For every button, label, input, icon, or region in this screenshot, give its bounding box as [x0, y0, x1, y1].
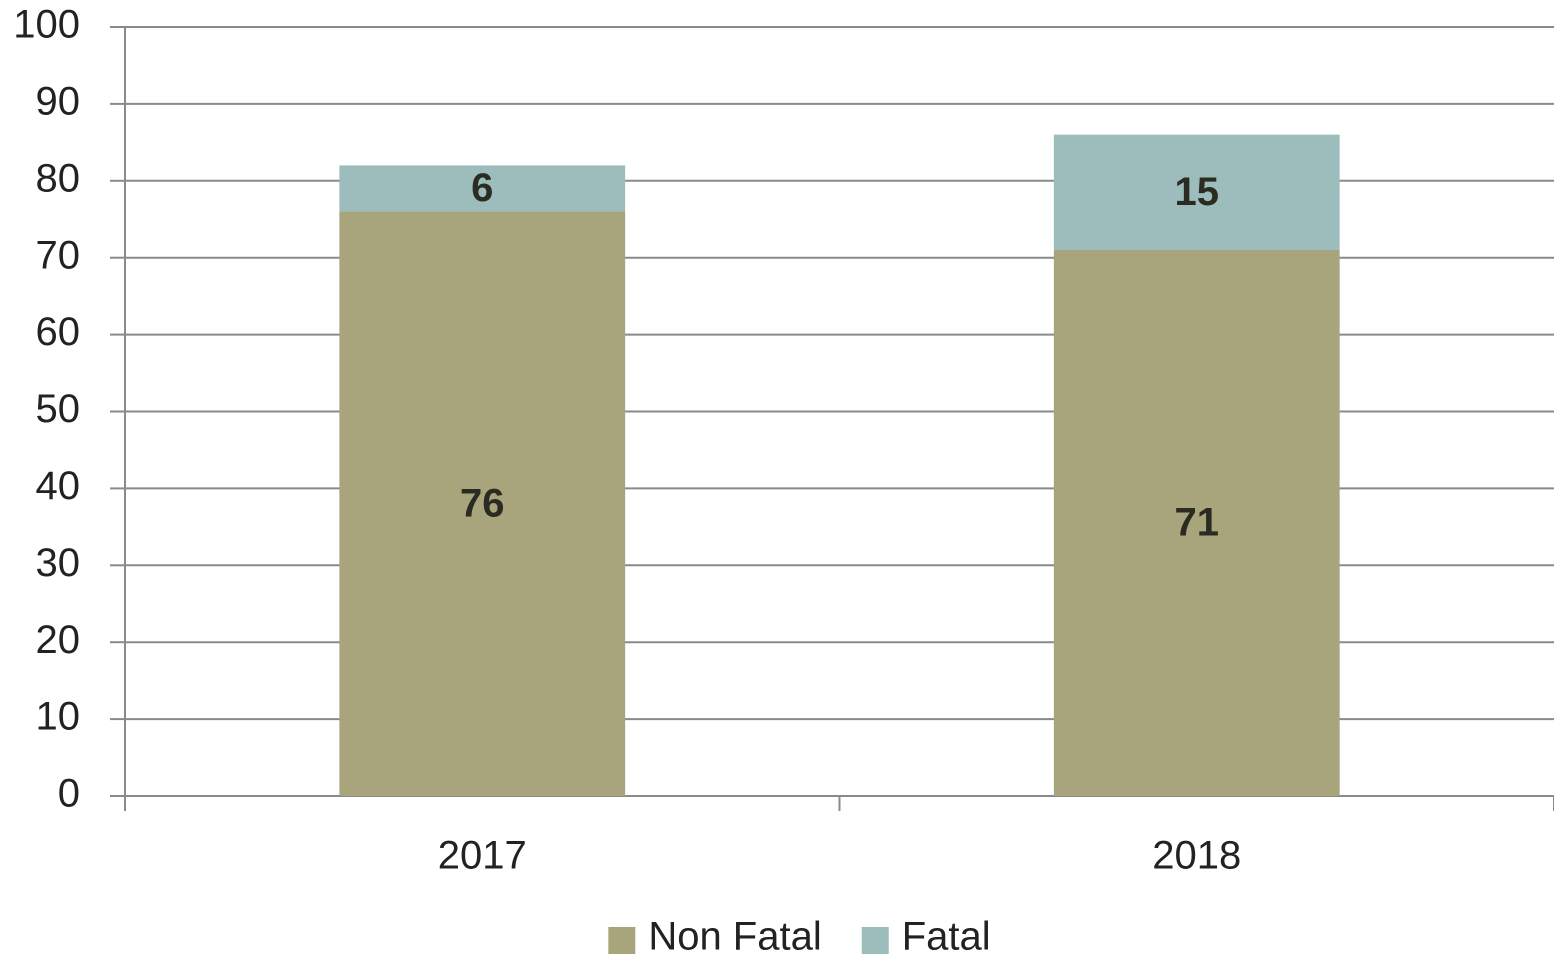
legend-swatch — [608, 927, 636, 954]
x-tick-label: 2017 — [438, 834, 527, 878]
y-tick-label: 40 — [36, 464, 81, 508]
bar-segment — [1053, 134, 1340, 251]
data-label: 15 — [1175, 170, 1220, 214]
legend-label: Non Fatal — [648, 915, 821, 955]
y-tick-label: 50 — [36, 387, 81, 431]
bar-segment — [1053, 250, 1340, 796]
y-tick-label: 60 — [36, 310, 81, 354]
y-tick-label: 30 — [36, 541, 81, 585]
x-tick-label: 2018 — [1152, 834, 1241, 878]
y-tick-label: 80 — [36, 156, 81, 200]
bar-segment — [339, 211, 626, 796]
bar-segment — [339, 165, 626, 212]
data-label: 71 — [1175, 501, 1220, 545]
y-tick-label: 20 — [36, 618, 81, 662]
y-tick-label: 0 — [58, 772, 80, 816]
y-tick-label: 90 — [36, 79, 81, 123]
y-tick-label: 10 — [36, 695, 81, 739]
data-label: 76 — [460, 481, 505, 525]
data-label: 6 — [471, 166, 493, 210]
legend-swatch — [861, 927, 889, 954]
legend-label: Fatal — [902, 915, 991, 955]
y-tick-label: 100 — [13, 3, 80, 47]
y-tick-label: 70 — [36, 233, 81, 277]
